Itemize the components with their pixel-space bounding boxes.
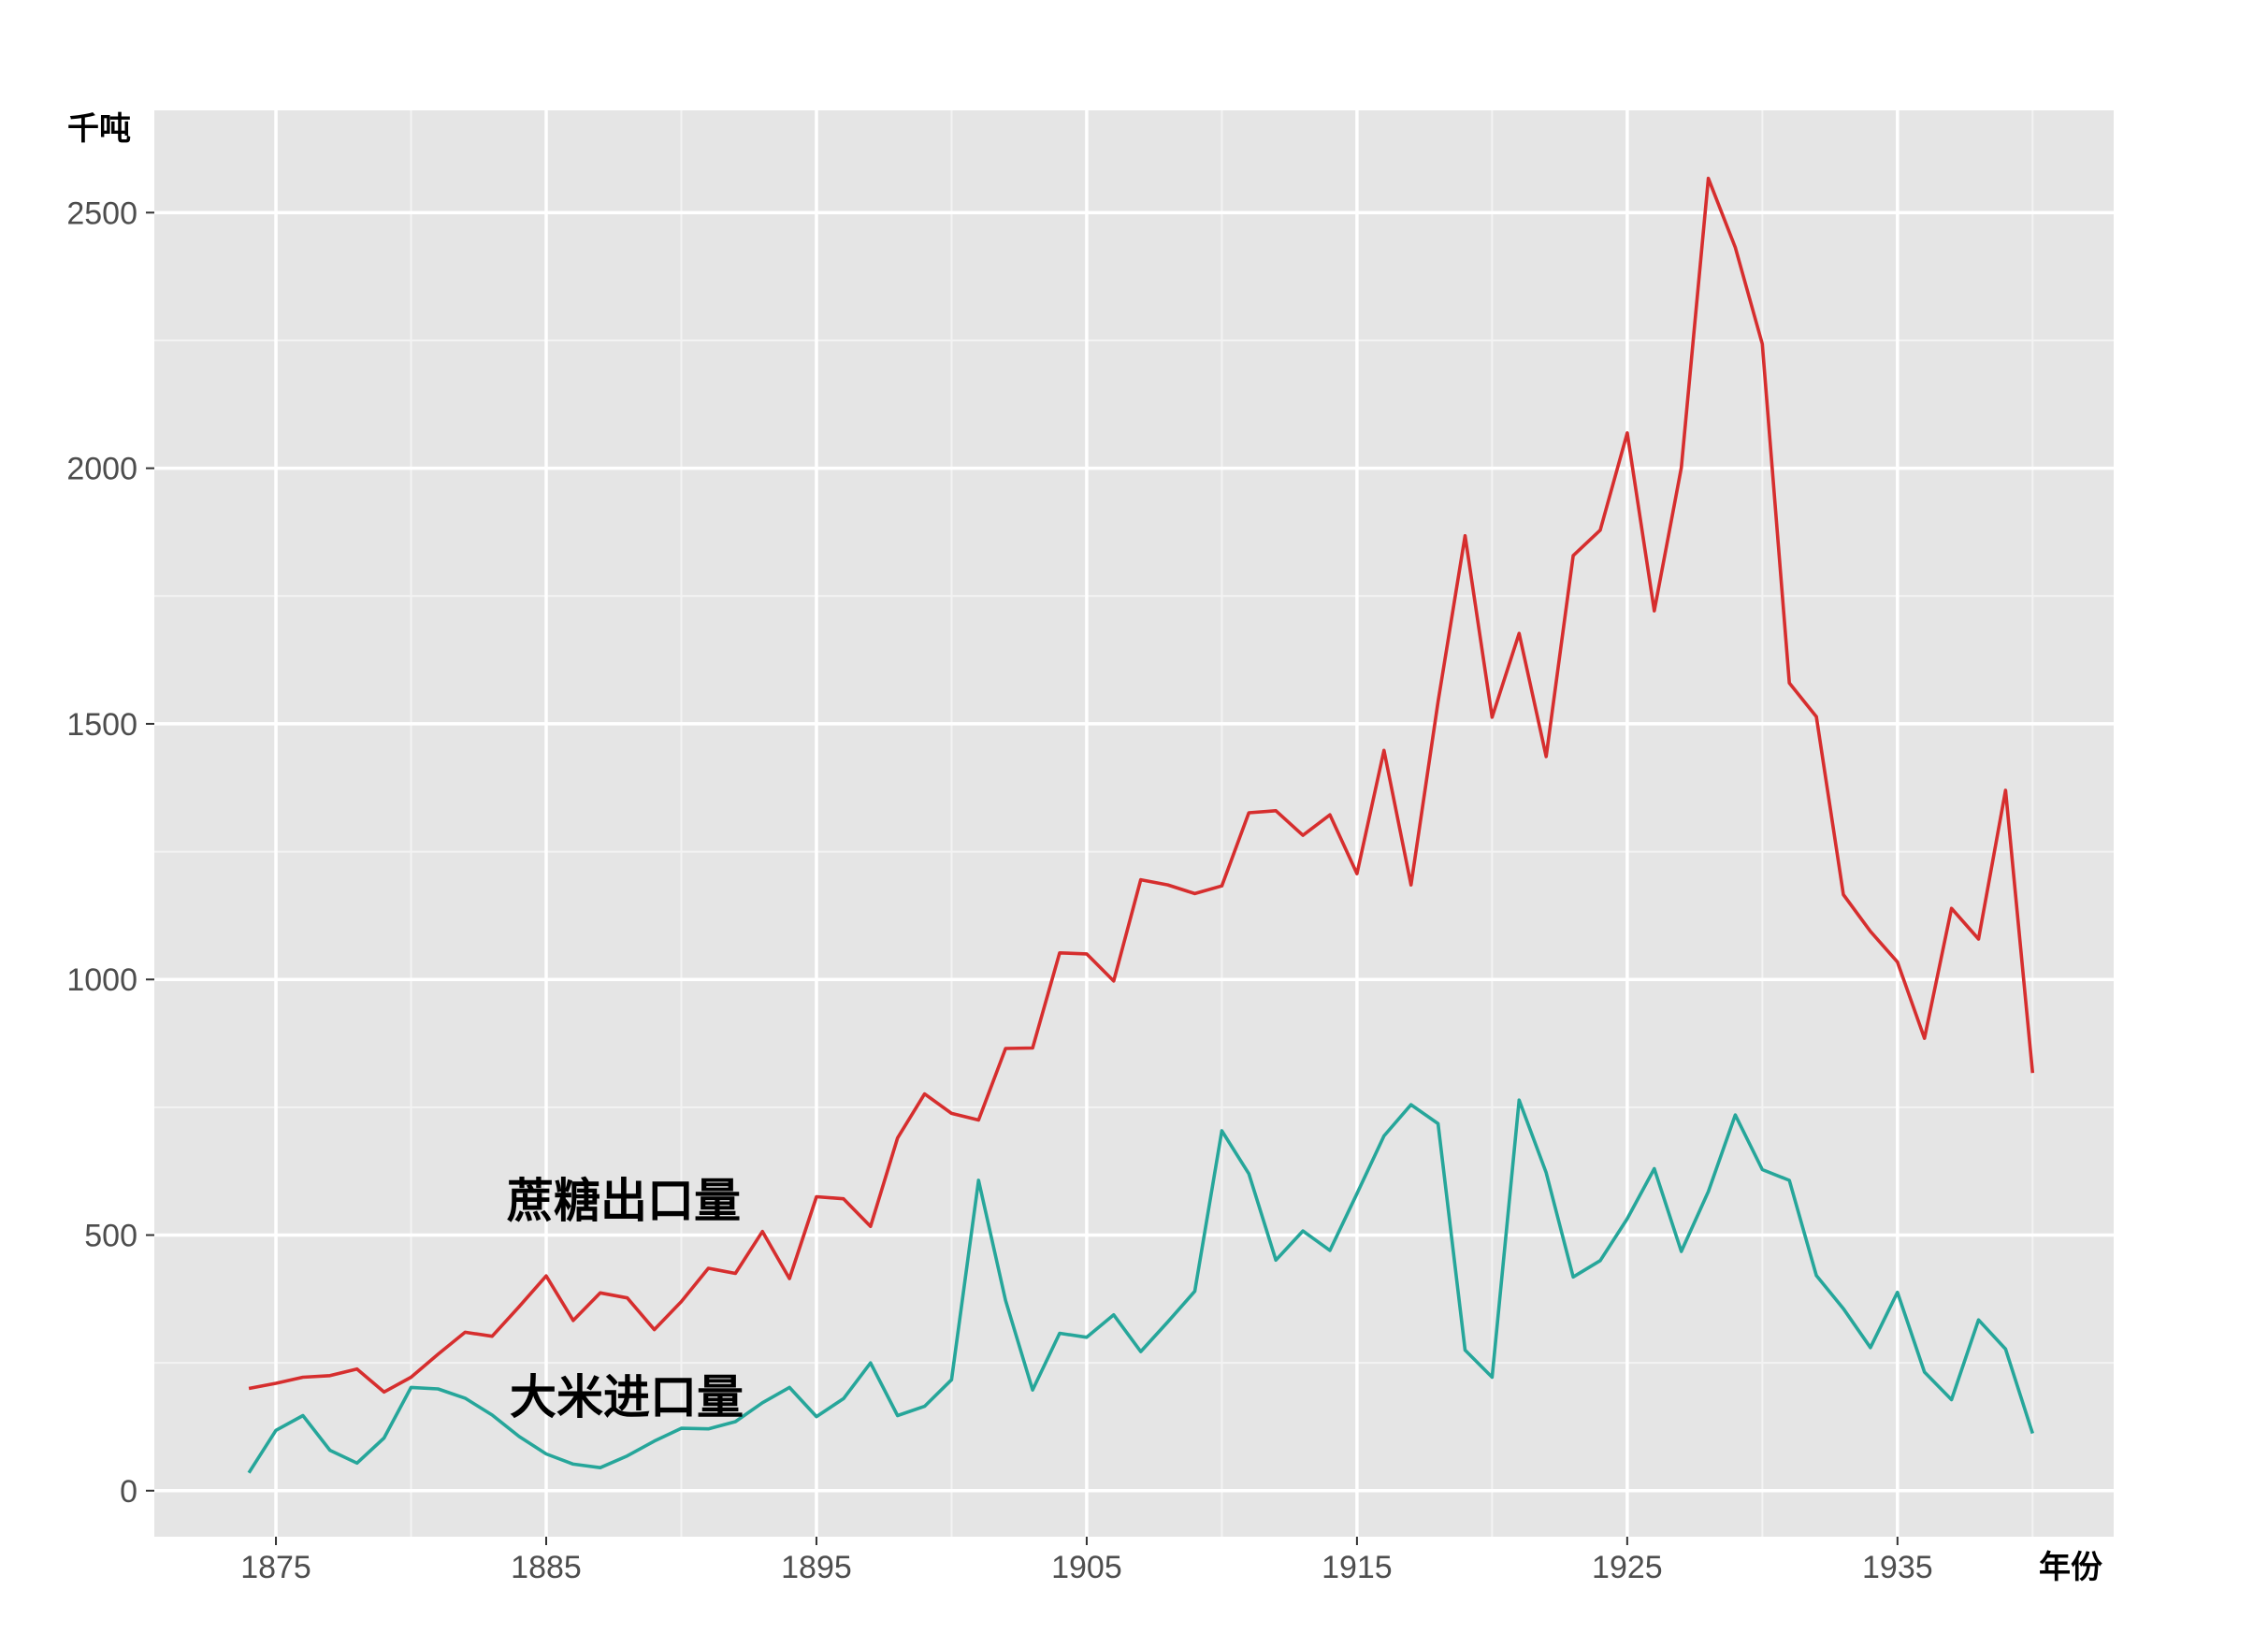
series-line-0	[248, 176, 2035, 1395]
x-tick-label: 1895	[781, 1550, 852, 1585]
y-tick-label: 2500	[66, 195, 137, 231]
y-tick-label: 1500	[66, 707, 137, 743]
x-tick-label: 1935	[1862, 1550, 1933, 1585]
plot-panel	[154, 110, 2114, 1537]
series-label-sugar: 蔗糖出口量	[507, 1173, 741, 1228]
major-grid	[154, 110, 2114, 1537]
y-tick-label: 2000	[66, 452, 137, 487]
x-tick-label: 1885	[511, 1550, 582, 1585]
series-line-1	[247, 1098, 2035, 1474]
x-axis: 1875 1885 1895 1905 1915 1925 1935	[240, 1537, 1933, 1585]
y-tick-label: 0	[120, 1474, 137, 1510]
x-axis-title: 年份	[2039, 1549, 2102, 1586]
x-tick-label: 1875	[240, 1550, 311, 1585]
series-lines	[247, 176, 2035, 1474]
y-axis-title: 千吨	[67, 110, 131, 148]
y-tick-label: 500	[84, 1219, 137, 1254]
x-tick-label: 1905	[1051, 1550, 1122, 1585]
x-tick-label: 1915	[1322, 1550, 1393, 1585]
y-tick-label: 1000	[66, 962, 137, 998]
series-label-rice: 大米进口量	[510, 1369, 744, 1424]
x-tick-label: 1925	[1592, 1550, 1663, 1585]
y-axis: 0 500 1000 1500 2000 2500	[66, 195, 154, 1510]
